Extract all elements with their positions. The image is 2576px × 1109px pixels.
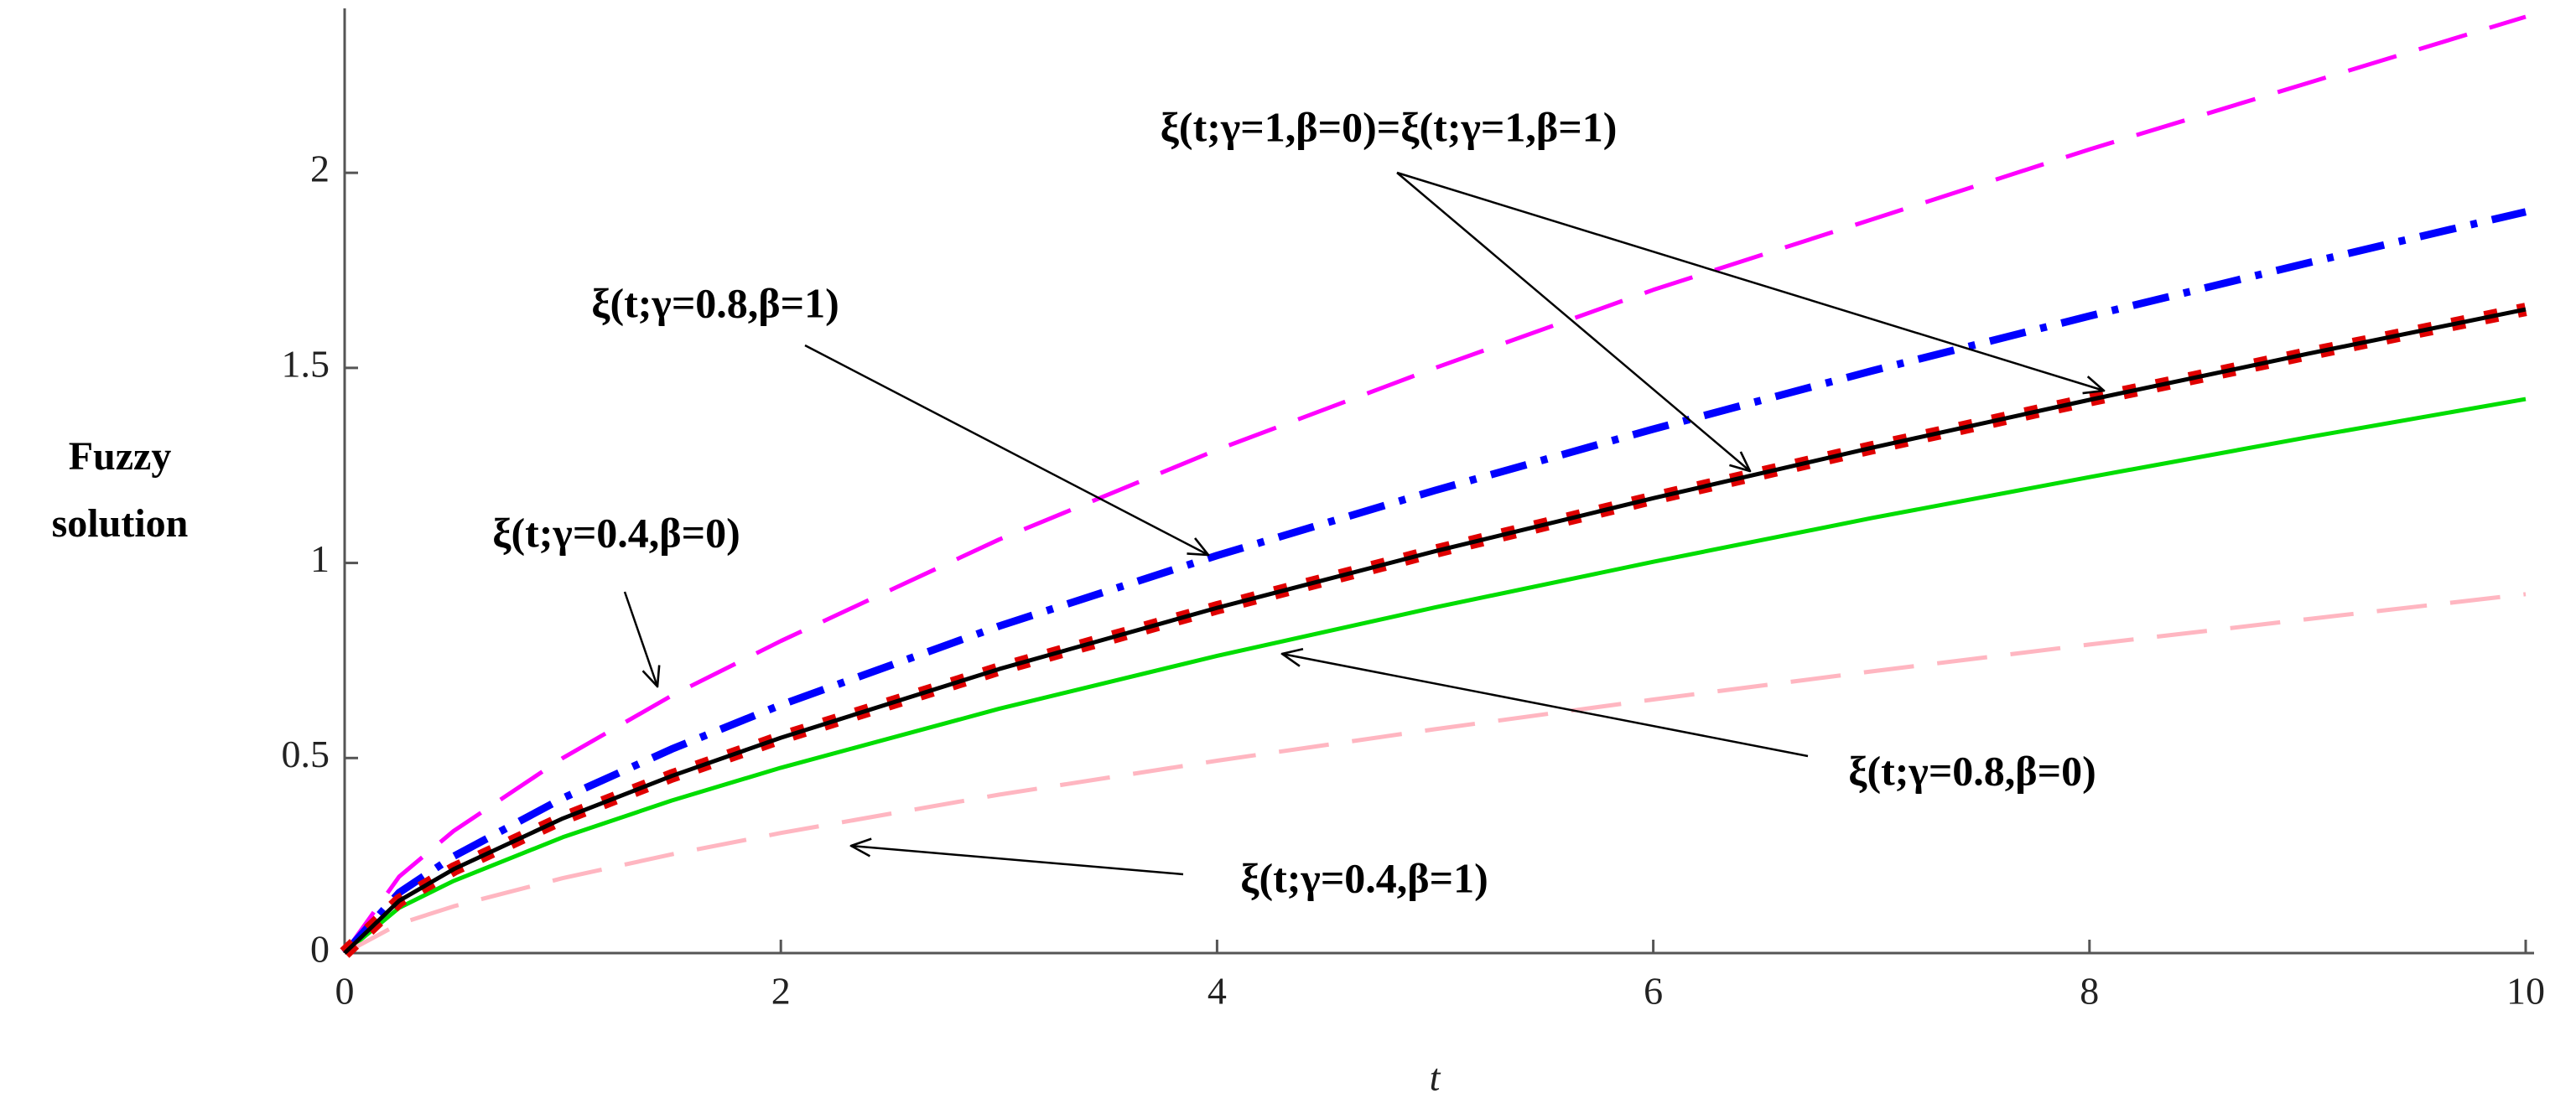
annotation: ξ(t;γ=0.4,β=0) (492, 509, 740, 556)
annotation-arrow (1396, 171, 2104, 391)
annotation: ξ(t;γ=0.4,β=1) (1240, 854, 1488, 901)
y-tick-label: 2 (310, 148, 330, 190)
series-line (342, 14, 2527, 955)
annotation-arrow (623, 591, 657, 687)
y-tick-label: 1.5 (282, 342, 330, 385)
series-line (343, 592, 2527, 956)
annotation-arrow (804, 344, 1208, 555)
series-line (343, 396, 2527, 955)
annotation-arrow (1282, 654, 1809, 758)
annotation: ξ(t;γ=1,β=0)=ξ(t;γ=1,β=1) (1161, 103, 1618, 150)
x-tick-label: 2 (771, 970, 791, 1013)
y-tick-label: 0 (310, 928, 330, 971)
y-tick-label: 1 (310, 537, 330, 580)
y-axis-label: Fuzzy solution (51, 434, 189, 546)
x-tick-label: 4 (1208, 970, 1227, 1013)
series-line (341, 208, 2527, 956)
annotation-arrow (851, 846, 1184, 876)
x-tick-label: 10 (2506, 970, 2545, 1013)
annotation: ξ(t;γ=0.8,β=1) (591, 279, 839, 326)
x-tick-label: 8 (2080, 970, 2099, 1013)
annotation-arrow (1396, 172, 1750, 471)
annotation: ξ(t;γ=0.8,β=0) (1848, 747, 2096, 794)
y-tick-label: 0.5 (282, 733, 330, 775)
x-axis-label: t (1430, 1056, 1441, 1099)
x-tick-label: 6 (1644, 970, 1663, 1013)
x-tick-label: 0 (335, 970, 355, 1013)
series-line (343, 307, 2527, 955)
